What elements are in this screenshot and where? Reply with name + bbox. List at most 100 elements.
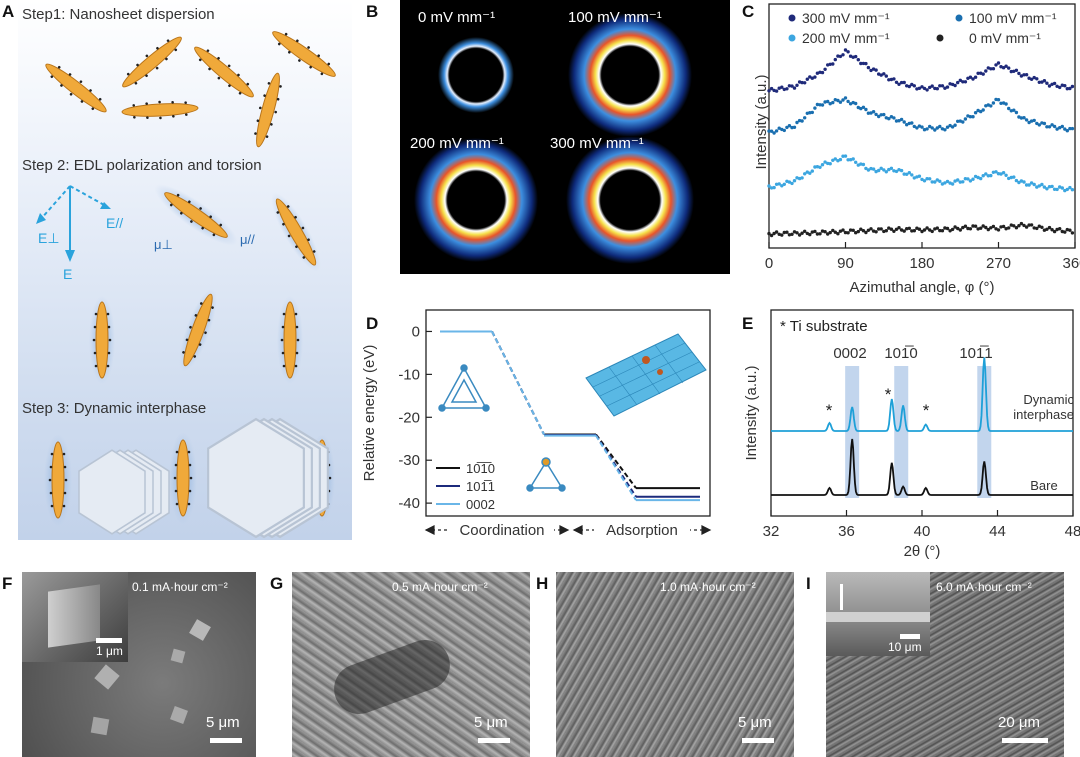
c-point-s0-10 — [792, 86, 797, 90]
c-point-s0-88 — [991, 67, 996, 71]
ring-label-300: 300 mV mm⁻¹ — [550, 135, 644, 152]
e-xtick-label-1: 36 — [838, 523, 855, 540]
d-ytick-label-0: 0 — [412, 323, 420, 340]
e-ylabel: Intensity (a.u.) — [743, 365, 760, 460]
c-point-s2-17 — [810, 169, 814, 173]
c-point-s1-69 — [943, 128, 947, 132]
c-point-s1-19 — [815, 102, 820, 107]
e-peak-label-0002: 0002 — [833, 345, 866, 362]
c-point-s2-36 — [859, 162, 863, 166]
c-point-s0-40 — [869, 68, 873, 73]
c-point-s0-67 — [938, 84, 942, 88]
c-point-s0-96 — [1012, 69, 1016, 74]
c-point-s0-37 — [861, 61, 866, 66]
c-point-s0-89 — [994, 63, 998, 67]
c-legend-dot-100 — [955, 14, 963, 22]
c-point-s0-35 — [856, 58, 860, 62]
c-point-s3-97 — [1014, 226, 1019, 230]
c-point-s2-104 — [1032, 182, 1036, 187]
c-point-s0-36 — [859, 61, 863, 66]
ring-200mv — [414, 138, 538, 262]
c-point-s3-107 — [1040, 225, 1044, 229]
c-point-s0-100 — [1022, 73, 1026, 77]
c-point-s2-64 — [930, 180, 934, 184]
c-point-s0-13 — [800, 80, 804, 85]
c-point-s3-105 — [1035, 226, 1039, 231]
c-point-s3-102 — [1027, 223, 1031, 227]
e-xtick-label-0: 32 — [763, 523, 780, 540]
c-point-s3-5 — [780, 233, 784, 237]
c-point-s2-78 — [966, 177, 970, 181]
d-ytick-label-1: -10 — [398, 366, 420, 383]
c-point-s3-114 — [1058, 227, 1062, 231]
c-point-s1-64 — [930, 126, 934, 130]
c-point-s0-116 — [1063, 84, 1067, 88]
c-point-s0-52 — [899, 80, 904, 85]
c-legend-dot-200 — [788, 34, 796, 42]
c-xtick-label-4: 360 — [1062, 255, 1080, 272]
c-point-s3-32 — [848, 228, 853, 232]
c-point-s0-4 — [777, 86, 781, 90]
d-link-s2-1 — [595, 435, 637, 501]
c-point-s2-42 — [874, 169, 878, 174]
c-point-s2-56 — [910, 173, 914, 177]
c-point-s0-22 — [823, 67, 827, 72]
panel-label-d: D — [366, 314, 379, 333]
c-point-s0-55 — [907, 84, 911, 89]
ring-label-100: 100 mV mm⁻¹ — [568, 9, 662, 26]
c-point-s2-55 — [907, 171, 911, 175]
nanosheet-2 — [116, 29, 188, 95]
c-point-s3-17 — [810, 230, 814, 234]
c-point-s3-90 — [996, 228, 1001, 232]
c-point-s0-9 — [790, 84, 794, 88]
c-point-s2-5 — [780, 184, 784, 188]
c-point-s3-26 — [833, 230, 837, 234]
c-point-s1-50 — [894, 119, 899, 123]
c-point-s3-46 — [884, 229, 888, 233]
e-title: * Ti substrate — [780, 318, 868, 335]
c-point-s3-28 — [838, 229, 843, 233]
c-point-s3-0 — [767, 231, 771, 236]
c-point-s1-99 — [1019, 116, 1024, 120]
c-point-s1-65 — [933, 128, 937, 132]
c-point-s2-19 — [815, 165, 820, 169]
c-point-s1-4 — [777, 126, 781, 130]
inset-scale-i: 10 μm — [888, 640, 922, 654]
c-point-s1-91 — [999, 101, 1003, 106]
ring-label-0: 0 mV mm⁻¹ — [418, 9, 496, 26]
c-point-s0-32 — [848, 54, 853, 58]
e-par-label: E// — [106, 215, 124, 231]
c-tick-group: 0 90 180 270 360 — [765, 242, 1080, 272]
panel-label-g: G — [270, 574, 284, 593]
c-point-s3-106 — [1037, 224, 1041, 228]
c-point-s2-22 — [823, 160, 827, 164]
c-point-s1-71 — [948, 123, 952, 128]
c-point-s1-76 — [961, 120, 965, 124]
c-point-s1-21 — [820, 103, 825, 107]
c-point-s0-24 — [828, 62, 832, 66]
c-point-s0-56 — [910, 82, 914, 87]
c-point-s0-85 — [984, 69, 988, 73]
c-point-s0-92 — [1001, 66, 1006, 70]
c-point-s1-3 — [774, 129, 779, 133]
c-point-s3-13 — [800, 231, 804, 235]
c-point-s0-81 — [973, 75, 978, 79]
c-point-s3-29 — [841, 228, 845, 232]
c-point-s0-1 — [769, 86, 774, 91]
c-point-s1-27 — [836, 98, 840, 103]
c-point-s0-28 — [838, 54, 843, 59]
c-point-s0-26 — [833, 57, 837, 62]
c-point-s2-25 — [831, 158, 835, 162]
c-point-s3-111 — [1050, 228, 1054, 232]
e-xtick-label-2: 40 — [914, 523, 931, 540]
c-point-s1-113 — [1055, 127, 1059, 131]
c-point-s3-44 — [879, 227, 883, 231]
d-tick-group: 0 -10 -20 -30 -40 — [398, 323, 432, 512]
c-point-s2-61 — [922, 179, 927, 183]
c-point-s2-119 — [1070, 188, 1075, 192]
c-point-s2-77 — [963, 177, 968, 181]
c-point-s3-35 — [856, 229, 860, 234]
c-point-s2-47 — [887, 167, 891, 172]
d-ytick-label-3: -30 — [398, 452, 420, 469]
c-point-s1-26 — [833, 98, 837, 102]
